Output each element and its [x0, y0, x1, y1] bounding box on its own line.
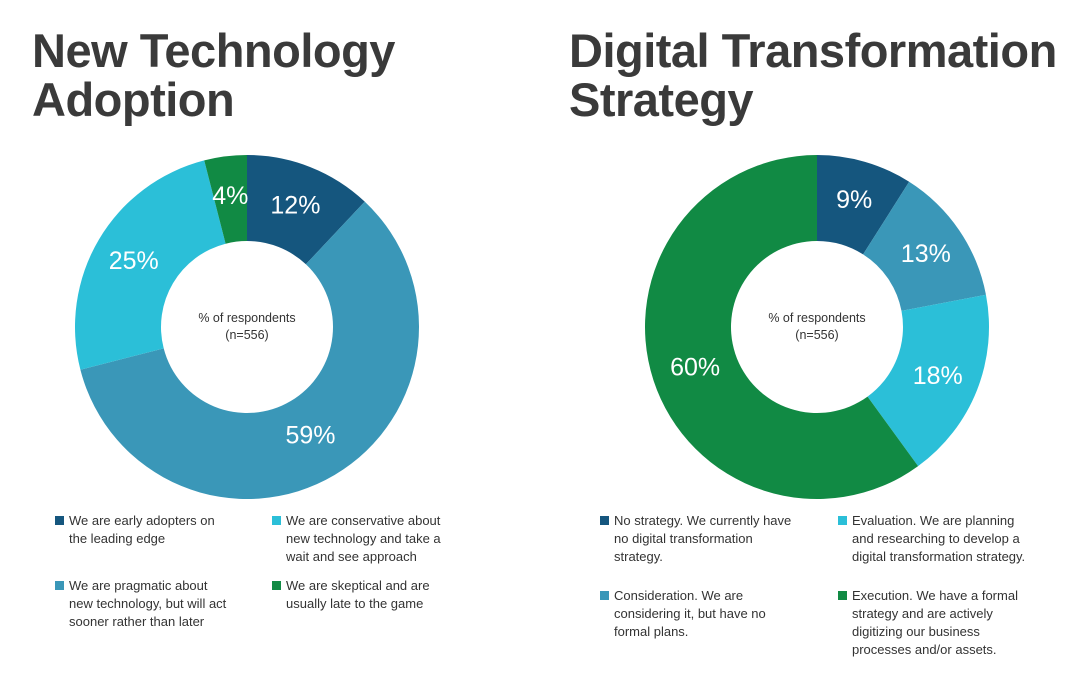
legend-item: We are early adopters on the leading edge [55, 512, 265, 548]
center-label-line: % of respondents [198, 311, 295, 325]
slice-value-label: 9% [836, 186, 872, 214]
legend-text-line: and researching to develop a [852, 531, 1020, 546]
legend-text-line: digital transformation strategy. [852, 549, 1026, 564]
slice-value-label: 4% [212, 182, 248, 210]
legend-swatch [55, 581, 64, 590]
legend-text-line: Consideration. We are [614, 588, 744, 603]
legend-text-line: We are conservative about [286, 513, 441, 528]
legend-swatch [272, 516, 281, 525]
center-label-line: (n=556) [795, 328, 838, 342]
chart-title: New Technology Adoption [32, 24, 395, 126]
center-label-line: % of respondents [768, 311, 865, 325]
legend-item: We are skeptical and are usually late to … [272, 577, 492, 613]
legend-text-line: We are skeptical and are [286, 578, 430, 593]
legend-text-line: new technology, but will act [69, 596, 227, 611]
chart-panel-technology-adoption: New Technology Adoption 12% 59% 25% 4% % of … [0, 0, 540, 692]
legend-item: We are conservative about new technology … [272, 512, 492, 566]
legend-swatch [600, 516, 609, 525]
legend-text-line: the leading edge [69, 531, 166, 546]
legend-text-line: usually late to the game [286, 596, 424, 611]
donut-slice-1 [247, 155, 365, 265]
legend-text-line: We are pragmatic about [69, 578, 208, 593]
donut-slice-3 [74, 160, 226, 370]
donut-chart: 9% 13% 18% 60% % of respondents (n=556) [644, 155, 989, 499]
legend-item: No strategy. We currently have no digital… [600, 512, 830, 566]
donut-chart: 12% 59% 25% 4% % of respondents (n=556) [74, 155, 420, 500]
legend-item: Evaluation. We are planning and researchi… [838, 512, 1073, 566]
legend-text-line: processes and/or assets. [852, 642, 997, 657]
legend-text-line: We are early adopters on [69, 513, 215, 528]
slice-value-label: 25% [109, 247, 159, 275]
center-label-line: (n=556) [225, 328, 268, 342]
slice-value-label: 13% [901, 240, 951, 268]
donut-slice-1 [817, 155, 910, 255]
legend-text-line: strategy and are actively [852, 606, 993, 621]
legend-text-line: considering it, but have no [614, 606, 766, 621]
legend-swatch [272, 581, 281, 590]
legend-item: Execution. We have a formal strategy and … [838, 587, 1073, 659]
legend-text-line: sooner rather than later [69, 614, 205, 629]
legend-text-line: no digital transformation [614, 531, 753, 546]
legend-text-line: formal plans. [614, 624, 689, 639]
donut-slice-2 [80, 201, 420, 500]
legend-swatch [838, 591, 847, 600]
legend-text-line: No strategy. We currently have [614, 513, 792, 528]
slice-value-label: 59% [285, 421, 335, 449]
legend-swatch [600, 591, 609, 600]
legend-text-line: strategy. [614, 549, 663, 564]
slice-value-label: 60% [670, 354, 720, 382]
legend-swatch [838, 516, 847, 525]
legend-text-line: digitizing our business [852, 624, 980, 639]
donut-slice-4 [644, 155, 919, 499]
legend-text-line: Execution. We have a formal [852, 588, 1018, 603]
legend-text-line: Evaluation. We are planning [852, 513, 1015, 528]
chart-panel-digital-strategy: Digital Transformation Strategy 9% 13% 18%… [545, 0, 1083, 692]
slice-value-label: 12% [270, 192, 320, 220]
donut-slice-4 [204, 155, 247, 244]
slice-value-label: 18% [913, 362, 963, 390]
donut-slice-2 [863, 181, 986, 311]
chart-title: Digital Transformation Strategy [569, 24, 1057, 126]
legend-item: Consideration. We are considering it, but… [600, 587, 830, 641]
legend-text-line: new technology and take a [286, 531, 441, 546]
donut-slice-3 [867, 294, 989, 467]
legend-swatch [55, 516, 64, 525]
legend-text-line: wait and see approach [286, 549, 417, 564]
legend-item: We are pragmatic about new technology, bu… [55, 577, 275, 631]
